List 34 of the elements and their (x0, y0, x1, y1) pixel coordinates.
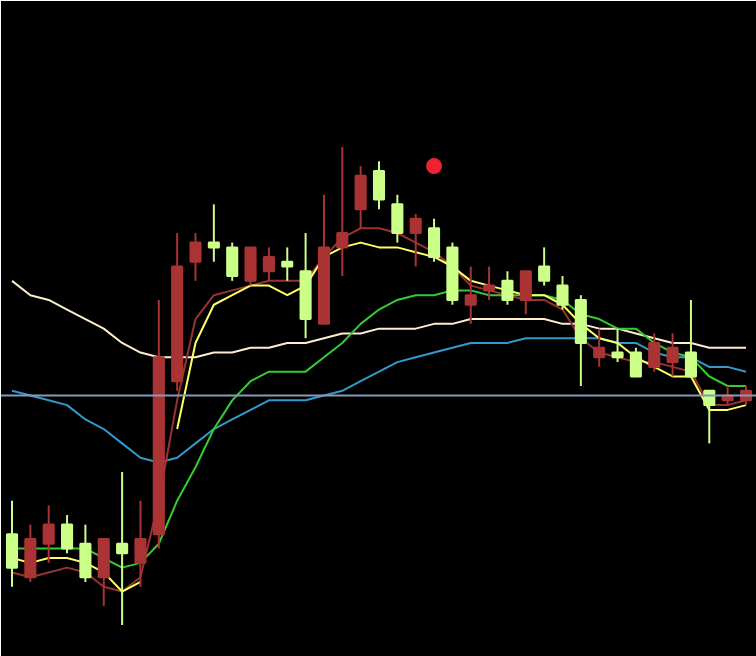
candlestick (42, 504, 55, 564)
candlestick (207, 203, 220, 263)
candlestick (538, 246, 551, 287)
candlestick (629, 346, 642, 378)
candlestick (24, 523, 37, 583)
candlestick (134, 499, 147, 588)
candlestick (519, 270, 532, 316)
candlestick (244, 246, 257, 287)
candlestick (79, 523, 92, 583)
candlestick (116, 471, 129, 626)
candlestick (189, 232, 202, 282)
candlestick (684, 298, 697, 378)
candlestick (666, 332, 679, 378)
candlestick (372, 160, 386, 211)
candlestick (409, 212, 422, 268)
candlestick (501, 270, 514, 306)
candlestick (574, 294, 587, 387)
candlestick (5, 499, 19, 588)
candlestick (262, 246, 275, 282)
candlestick (593, 327, 606, 368)
candlestick (336, 146, 349, 278)
candlestick (97, 537, 110, 607)
candlestick (556, 275, 569, 311)
candlestick (226, 241, 239, 282)
candlestick (391, 193, 404, 244)
candlestick (611, 327, 624, 364)
candlestick (281, 246, 294, 282)
candlestick (299, 232, 312, 340)
candlestick (354, 165, 367, 230)
candlestick (483, 265, 496, 301)
candlestick (61, 514, 74, 555)
candlestick (648, 332, 661, 373)
candlestick (428, 217, 441, 263)
candlestick (464, 265, 477, 325)
